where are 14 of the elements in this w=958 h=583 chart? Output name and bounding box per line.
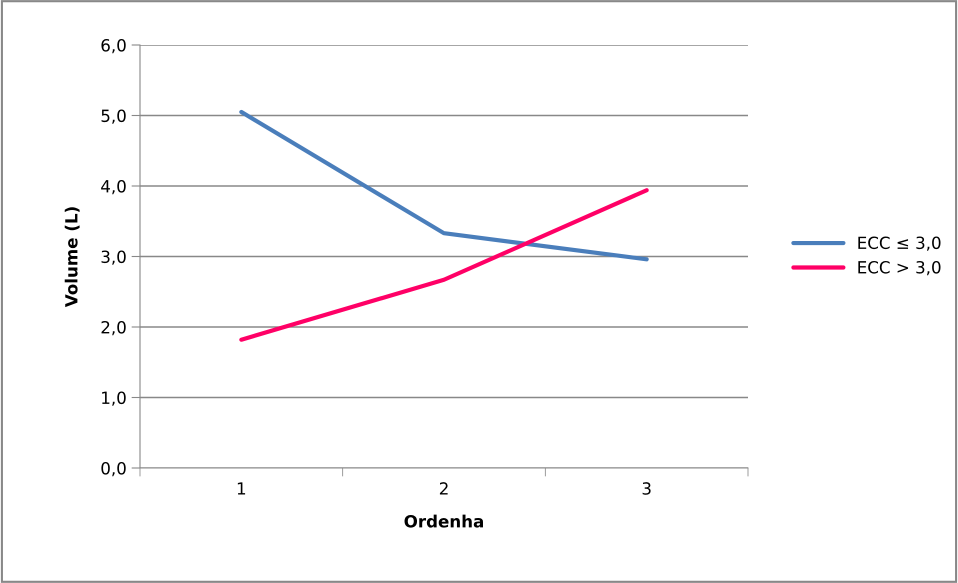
x-tick-label: 1	[238, 482, 246, 495]
y-axis-title: Volume (L)	[64, 207, 80, 308]
x-axis-title: Ordenha	[404, 514, 483, 528]
y-tick-label: 5,0	[102, 109, 126, 124]
y-tick-label: 2,0	[102, 320, 126, 336]
legend-label: ECC ≤ 3,0	[858, 236, 940, 251]
y-tick-label: 0,0	[101, 462, 126, 476]
y-tick-label: 6,0	[101, 38, 126, 54]
y-tick-label: 1,0	[102, 391, 126, 406]
y-tick-label: 3,0	[102, 250, 126, 265]
legend-label: ECC > 3,0	[858, 260, 940, 276]
x-tick-label: 2	[440, 482, 448, 495]
y-tick-label: 4,0	[101, 180, 126, 194]
x-tick-label: 3	[642, 482, 651, 495]
